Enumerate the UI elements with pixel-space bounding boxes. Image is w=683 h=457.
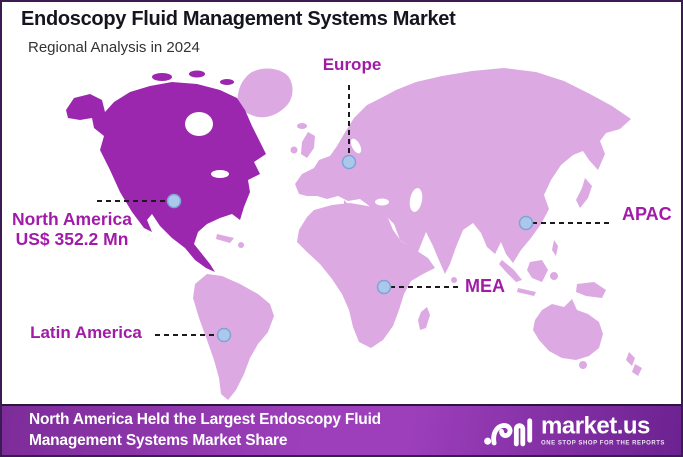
island-sulawesi [550,272,558,280]
island-new-zealand-north [626,352,635,366]
continent-south-america [193,274,274,400]
marker-mea [376,279,392,295]
island-cuba [216,234,234,243]
marker-apac [518,215,534,231]
island-madagascar [418,307,430,330]
island-arctic-3 [220,79,234,85]
island-arctic-1 [152,73,172,81]
island-ireland [290,146,298,154]
region-label-apac: APAC [622,204,672,224]
caspian-sea [409,188,423,212]
page-title: Endoscopy Fluid Management Systems Marke… [21,8,456,30]
continent-eurasia [295,68,631,274]
great-lakes [211,170,229,178]
marker-north-america [166,193,182,209]
marketus-logo-icon [484,417,533,446]
bottom-banner: North America Held the Largest Endoscopy… [2,404,681,455]
black-sea [375,198,389,206]
island-hispaniola [238,242,244,248]
island-borneo [527,260,548,282]
island-iceland [297,123,307,129]
region-value-north-america: US$ 352.2 Mn [15,229,129,249]
island-tasmania [579,361,587,369]
island-philippines [552,240,558,256]
banner-headline: North America Held the Largest Endoscopy… [29,410,459,451]
hudson-bay [185,112,213,136]
marketus-logo-text: market.us ONE STOP SHOP FOR THE REPORTS [541,412,665,447]
island-sumatra [499,260,522,282]
region-label-north-america: North America US$ 352.2 Mn [6,209,138,249]
marketus-logo: market.us ONE STOP SHOP FOR THE REPORTS [482,412,665,449]
island-new-zealand-south [632,364,642,376]
logo-tagline: ONE STOP SHOP FOR THE REPORTS [541,440,665,447]
continent-greenland [237,68,293,118]
banner-headline-line2: Management Systems Market Share [29,431,288,449]
logo-brand: market.us [541,412,650,440]
continent-africa [297,203,435,348]
region-label-north-america-name: North America [12,209,132,229]
island-great-britain [301,132,315,158]
banner-headline-line1: North America Held the Largest Endoscopy… [29,411,381,429]
island-new-guinea [576,282,606,298]
region-label-latin-america: Latin America [30,323,142,342]
island-japan [576,178,592,208]
marker-latin-america [216,327,232,343]
region-label-europe: Europe [322,55,382,74]
island-sri-lanka [451,277,457,283]
island-arctic-2 [189,70,205,78]
subtitle: Regional Analysis in 2024 [28,39,200,56]
region-label-mea: MEA [465,276,505,296]
island-java [517,288,536,296]
continent-australia [533,299,603,360]
continent-north-america [66,82,266,272]
baltic-sea [350,138,362,154]
marker-europe [341,154,357,170]
